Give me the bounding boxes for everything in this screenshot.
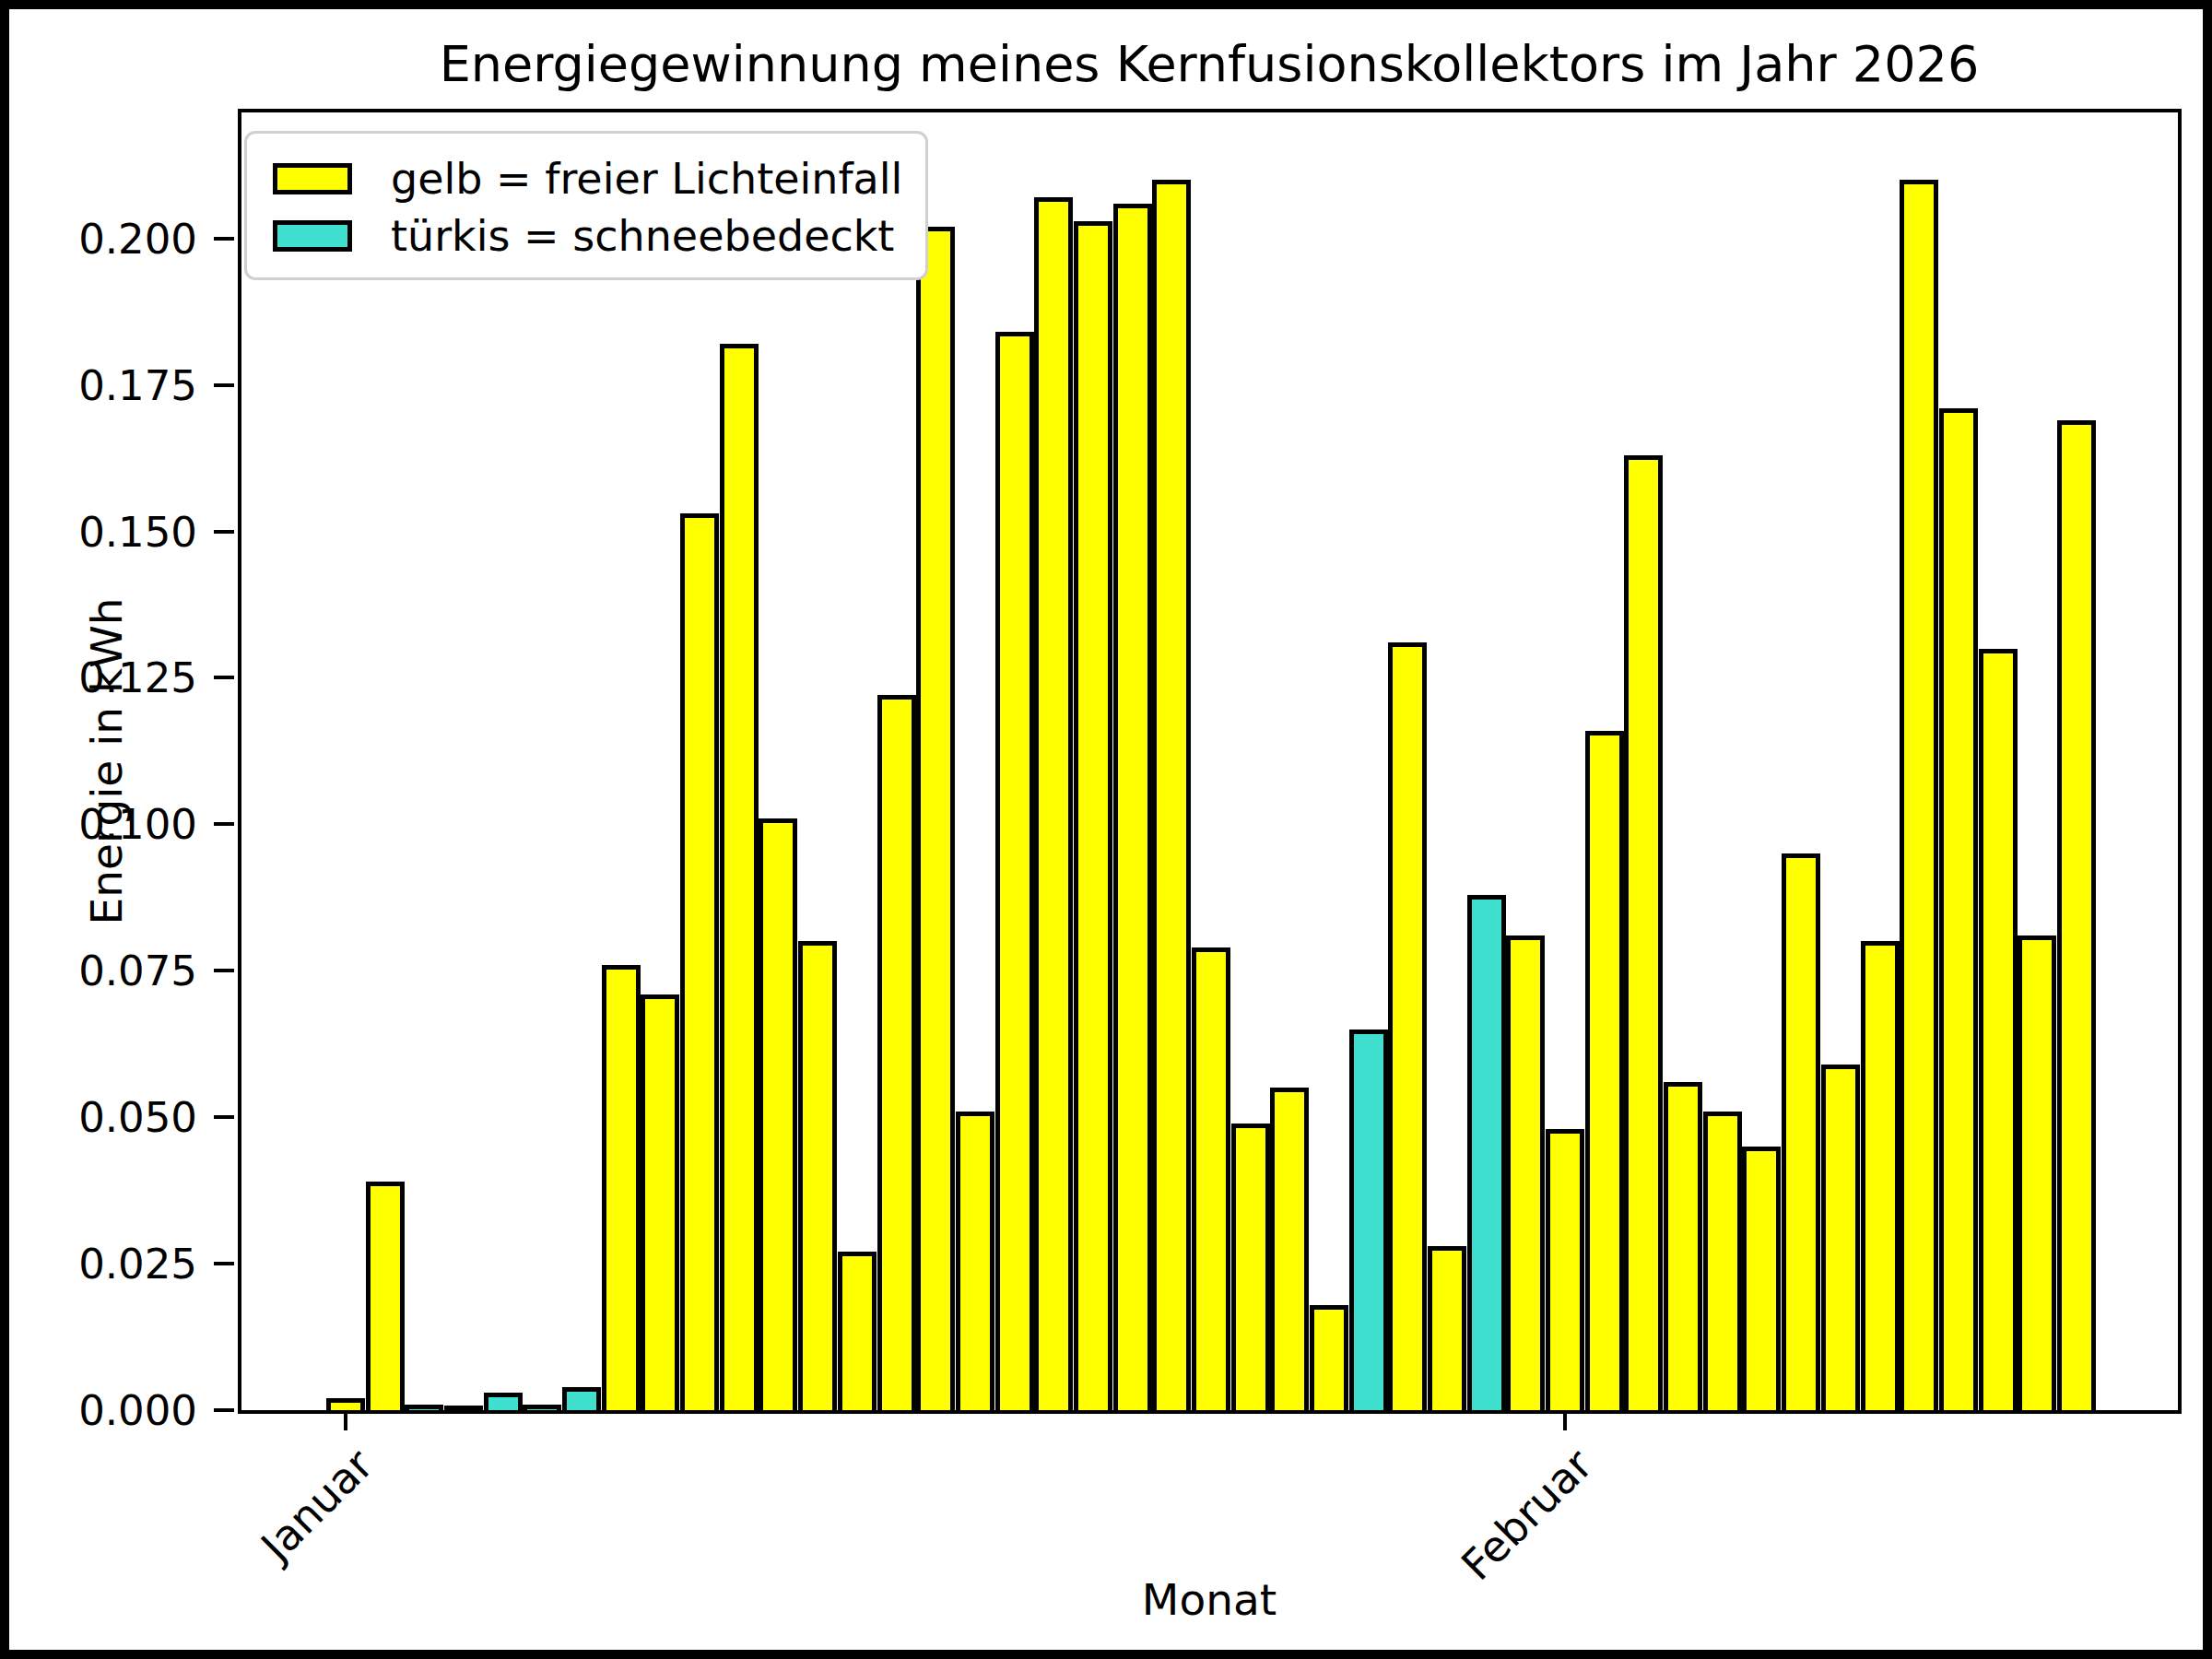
bar-day-41-freier-lichteinfall	[1900, 180, 1938, 1410]
bar-day-32-freier-lichteinfall	[1546, 1129, 1584, 1410]
legend-swatch-tuerkis	[273, 220, 352, 252]
y-tick-label: 0.025	[50, 1243, 197, 1285]
bar-day-31-freier-lichteinfall	[1506, 935, 1545, 1410]
y-tick-mark	[214, 822, 234, 826]
legend-box: gelb = freier Lichteinfall türkis = schne…	[244, 131, 928, 280]
bar-day-28-freier-lichteinfall	[1388, 642, 1427, 1410]
bar-day-40-freier-lichteinfall	[1861, 941, 1900, 1410]
bar-day-12-freier-lichteinfall	[759, 818, 797, 1410]
bar-day-29-freier-lichteinfall	[1428, 1246, 1466, 1410]
bar-day-15-freier-lichteinfall	[877, 695, 916, 1410]
bar-day-37-freier-lichteinfall	[1742, 1147, 1781, 1410]
y-tick-mark	[214, 969, 234, 972]
y-tick-mark	[214, 1408, 234, 1412]
bar-day-39-freier-lichteinfall	[1821, 1065, 1860, 1410]
bar-day-24-freier-lichteinfall	[1231, 1124, 1270, 1410]
x-tick-label-januar: Januar	[141, 1441, 381, 1659]
bar-day-7-schneebedeckt	[562, 1387, 601, 1410]
bar-day-34-freier-lichteinfall	[1624, 455, 1663, 1410]
bar-day-42-freier-lichteinfall	[1939, 408, 1978, 1410]
bar-day-22-freier-lichteinfall	[1152, 180, 1191, 1410]
y-tick-label: 0.000	[50, 1390, 197, 1431]
y-tick-mark	[214, 383, 234, 387]
legend-entry-1: türkis = schneebedeckt	[273, 207, 925, 265]
figure-canvas: Energiegewinnung meines Kernfusionskolle…	[0, 0, 2212, 1659]
bar-day-16-freier-lichteinfall	[916, 227, 955, 1410]
y-tick-mark	[214, 530, 234, 534]
bar-day-36-freier-lichteinfall	[1703, 1112, 1742, 1410]
bar-day-23-freier-lichteinfall	[1192, 947, 1230, 1410]
bar-day-18-freier-lichteinfall	[995, 332, 1034, 1410]
bar-day-17-freier-lichteinfall	[956, 1112, 994, 1410]
bar-day-27-schneebedeckt	[1349, 1030, 1388, 1410]
legend-label: gelb = freier Lichteinfall	[391, 154, 902, 204]
y-tick-label: 0.050	[50, 1097, 197, 1138]
bar-day-14-freier-lichteinfall	[838, 1252, 877, 1410]
bar-day-3-schneebedeckt	[405, 1405, 443, 1410]
legend-swatch-gelb	[273, 163, 352, 194]
bar-day-45-freier-lichteinfall	[2057, 420, 2096, 1410]
y-axis-label: Energie in kWh	[81, 485, 132, 1038]
bar-day-26-freier-lichteinfall	[1310, 1305, 1348, 1410]
y-tick-mark	[214, 237, 234, 241]
bar-day-30-schneebedeckt	[1467, 895, 1506, 1410]
y-tick-mark	[214, 1115, 234, 1119]
bar-day-4-schneebedeckt	[444, 1406, 483, 1410]
y-tick-mark	[214, 676, 234, 679]
y-tick-mark	[214, 1262, 234, 1265]
bar-day-2-freier-lichteinfall	[366, 1182, 405, 1410]
x-axis-label: Monat	[241, 1574, 2177, 1625]
x-tick-mark	[1563, 1410, 1567, 1430]
y-tick-label: 0.175	[50, 365, 197, 406]
plot-area: 0.0000.0250.0500.0750.1000.1250.1500.175…	[238, 109, 2182, 1414]
bar-day-33-freier-lichteinfall	[1585, 731, 1624, 1410]
x-tick-mark	[344, 1410, 347, 1430]
bar-day-11-freier-lichteinfall	[720, 344, 759, 1410]
legend-entry-0: gelb = freier Lichteinfall	[273, 150, 925, 207]
bar-day-38-freier-lichteinfall	[1782, 853, 1820, 1410]
bar-day-5-schneebedeckt	[484, 1393, 523, 1410]
bar-day-9-freier-lichteinfall	[641, 994, 679, 1410]
chart-title: Energiegewinnung meines Kernfusionskolle…	[241, 35, 2177, 93]
bar-day-44-freier-lichteinfall	[2018, 935, 2056, 1410]
bar-day-6-schneebedeckt	[523, 1405, 561, 1410]
bar-day-43-freier-lichteinfall	[1979, 649, 2018, 1410]
legend-label: türkis = schneebedeckt	[391, 211, 894, 261]
bar-day-25-freier-lichteinfall	[1270, 1088, 1309, 1410]
bar-day-19-freier-lichteinfall	[1034, 197, 1073, 1410]
bar-day-1-freier-lichteinfall	[326, 1398, 365, 1410]
y-tick-label: 0.200	[50, 218, 197, 260]
bar-day-13-freier-lichteinfall	[798, 941, 837, 1410]
bar-day-20-freier-lichteinfall	[1074, 221, 1112, 1410]
bar-day-35-freier-lichteinfall	[1664, 1082, 1702, 1410]
bar-day-21-freier-lichteinfall	[1113, 204, 1152, 1410]
bar-day-10-freier-lichteinfall	[680, 513, 719, 1410]
bar-day-8-freier-lichteinfall	[602, 965, 641, 1410]
x-tick-label-februar: Februar	[1360, 1441, 1600, 1659]
